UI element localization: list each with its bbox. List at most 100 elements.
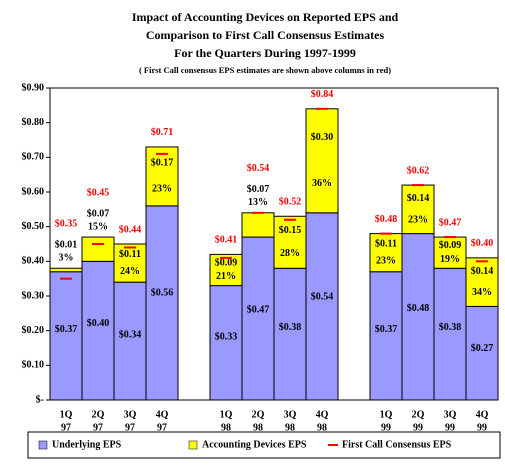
x-tick-label: 4Q (476, 409, 489, 420)
y-tick-label: $0.60 (22, 186, 45, 197)
bar (273, 267, 307, 401)
y-tick-label: $0.90 (22, 82, 45, 93)
y-tick-label: $0.30 (22, 290, 45, 301)
value-label: $0.33 (215, 331, 238, 342)
x-tick-label: 98 (221, 422, 231, 433)
chart-title: For the Quarters During 1997-1999 (174, 46, 356, 60)
consensus-label: $0.52 (279, 197, 302, 208)
legend-swatch (188, 440, 198, 450)
y-tick-label: $- (36, 394, 44, 405)
consensus-label: $0.54 (247, 163, 270, 174)
value-label: $0.14 (407, 193, 430, 204)
bar (401, 184, 435, 235)
x-tick-label: 4Q (316, 409, 329, 420)
value-label: $0.40 (87, 318, 110, 329)
x-tick-label: 99 (381, 422, 391, 433)
percent-label: 23% (152, 184, 172, 195)
percent-label: 23% (376, 255, 396, 266)
value-label: $0.48 (407, 303, 430, 314)
consensus-label: $0.40 (471, 238, 494, 249)
consensus-label: $0.41 (215, 235, 238, 246)
chart-subtitle: ( First Call consensus EPS estimates are… (139, 65, 391, 75)
percent-label: 19% (440, 254, 460, 265)
bar (145, 205, 179, 401)
bar (209, 285, 243, 401)
x-tick-label: 1Q (220, 409, 233, 420)
percent-label: 15% (88, 221, 108, 232)
value-label: $0.38 (279, 322, 302, 333)
bar (113, 243, 147, 283)
x-tick-label: 3Q (444, 409, 457, 420)
bar (401, 233, 435, 401)
y-tick-label: $0.40 (22, 256, 45, 267)
value-label: $0.07 (87, 208, 110, 219)
x-tick-label: 97 (125, 422, 135, 433)
bar (465, 305, 499, 401)
percent-label: 36% (312, 178, 332, 189)
value-label: $0.14 (471, 266, 494, 277)
percent-label: 34% (472, 287, 492, 298)
bar (113, 281, 147, 401)
consensus-label: $0.47 (439, 217, 462, 228)
bar (145, 146, 179, 207)
bar (81, 260, 115, 401)
value-label: $0.54 (311, 291, 334, 302)
bar (49, 267, 83, 273)
x-tick-label: 3Q (124, 409, 137, 420)
x-tick-label: 98 (285, 422, 295, 433)
value-label: $0.27 (471, 343, 494, 354)
bar (209, 253, 243, 287)
percent-label: 23% (408, 214, 428, 225)
legend-box (27, 431, 501, 459)
percent-label: 3% (59, 253, 74, 264)
value-label: $0.11 (375, 239, 397, 250)
x-tick-label: 99 (445, 422, 455, 433)
value-label: $0.11 (119, 249, 141, 260)
value-label: $0.37 (375, 324, 398, 335)
value-label: $0.17 (151, 158, 174, 169)
x-tick-label: 99 (413, 422, 423, 433)
x-tick-label: 2Q (252, 409, 265, 420)
bar (241, 236, 275, 401)
value-label: $0.09 (439, 240, 462, 251)
x-tick-label: 1Q (380, 409, 393, 420)
y-tick-label: $0.10 (22, 360, 45, 371)
consensus-label: $0.44 (119, 224, 142, 235)
legend-label: First Call Consensus EPS (342, 439, 452, 450)
consensus-label: $0.35 (55, 219, 78, 230)
bar (369, 271, 403, 401)
value-label: $0.07 (247, 184, 270, 195)
x-tick-label: 97 (93, 422, 103, 433)
chart-title: Comparison to First Call Consensus Estim… (146, 28, 385, 42)
consensus-label: $0.71 (151, 127, 174, 138)
value-label: $0.34 (119, 329, 142, 340)
consensus-label: $0.45 (87, 187, 110, 198)
y-tick-label: $0.20 (22, 325, 45, 336)
percent-label: 13% (248, 197, 268, 208)
bar (465, 257, 499, 307)
x-tick-label: 99 (477, 422, 487, 433)
x-tick-label: 98 (253, 422, 263, 433)
percent-label: 21% (216, 271, 236, 282)
x-tick-label: 4Q (156, 409, 169, 420)
bar (241, 212, 275, 238)
bar (81, 236, 115, 262)
value-label: $0.37 (55, 324, 78, 335)
bar (305, 108, 339, 214)
legend-label: Accounting Devices EPS (202, 439, 307, 450)
percent-label: 28% (280, 248, 300, 259)
bar (305, 212, 339, 401)
consensus-label: $0.84 (311, 89, 334, 100)
chart-title: Impact of Accounting Devices on Reported… (132, 10, 399, 24)
legend-swatch (38, 440, 48, 450)
x-tick-label: 98 (317, 422, 327, 433)
bar (49, 271, 83, 401)
x-tick-label: 97 (61, 422, 71, 433)
percent-label: 24% (120, 266, 140, 277)
x-tick-label: 3Q (284, 409, 297, 420)
bar (369, 233, 403, 273)
y-tick-label: $0.80 (22, 117, 45, 128)
value-label: $0.15 (279, 225, 302, 236)
legend-label: Underlying EPS (52, 439, 122, 450)
